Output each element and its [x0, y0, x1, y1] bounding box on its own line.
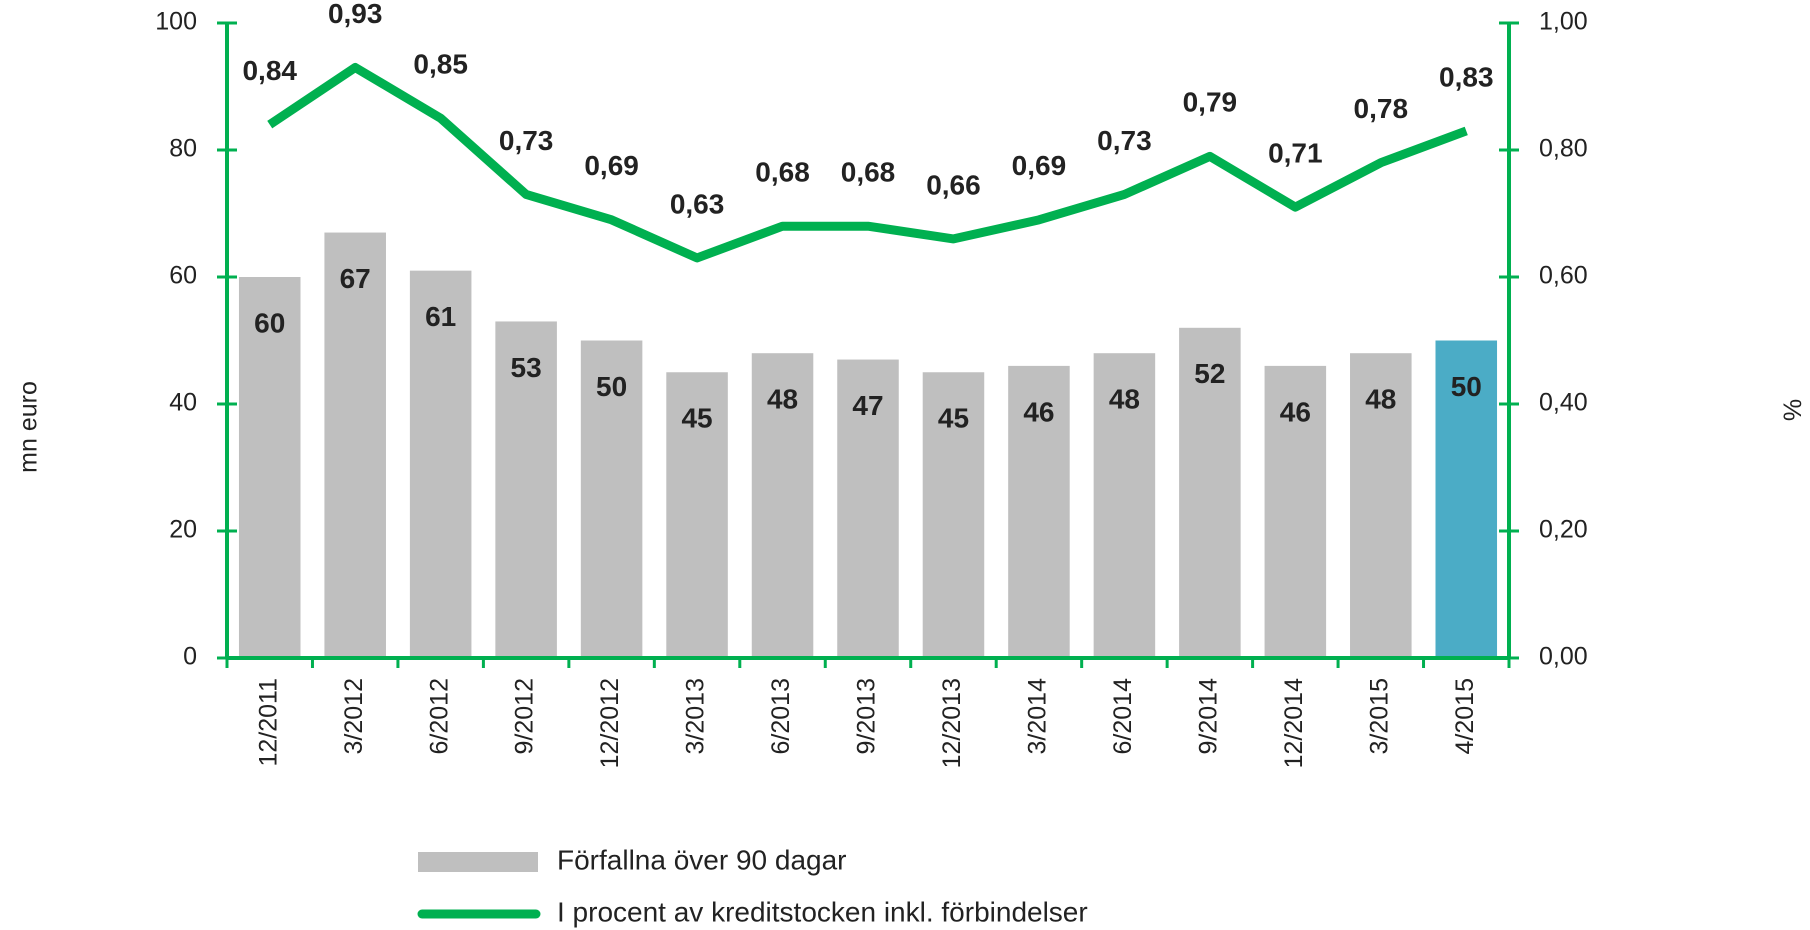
x-tick-label: 3/2014 — [1024, 678, 1052, 755]
line-value-label: 0,83 — [1439, 61, 1494, 92]
bar-value-label: 45 — [681, 403, 712, 434]
bar — [495, 321, 557, 658]
bar-value-label: 48 — [1109, 384, 1140, 415]
bar — [1179, 327, 1241, 658]
x-tick-label: 6/2012 — [425, 678, 453, 754]
bar-value-label: 46 — [1023, 396, 1054, 427]
bar-value-label: 52 — [1194, 358, 1225, 389]
bar-value-label: 45 — [938, 403, 969, 434]
y2-tick-label: 0,60 — [1539, 262, 1588, 290]
x-tick-label: 9/2014 — [1194, 678, 1222, 755]
x-tick-label: 12/2014 — [1280, 678, 1308, 768]
line-value-label: 0,73 — [1097, 125, 1152, 156]
bar-value-label: 50 — [1451, 371, 1482, 402]
bar — [922, 372, 985, 658]
x-tick-label: 12/2011 — [254, 678, 282, 767]
x-tick-label: 3/2012 — [340, 678, 368, 754]
y2-tick-label: 0,00 — [1539, 643, 1588, 671]
line-value-label: 0,68 — [755, 157, 810, 188]
legend-swatch — [418, 852, 538, 872]
y-tick-label: 60 — [169, 262, 197, 290]
bar-value-label: 60 — [254, 307, 285, 338]
bar — [666, 372, 728, 658]
bar — [409, 270, 472, 658]
x-tick-label: 3/2013 — [682, 678, 710, 754]
line-value-label: 0,69 — [584, 150, 639, 181]
x-tick-label: 3/2015 — [1365, 678, 1393, 754]
bar — [1264, 365, 1327, 658]
legend-label: Förfallna över 90 dagar — [557, 844, 847, 875]
line-value-label: 0,69 — [1012, 150, 1067, 181]
line-value-label: 0,79 — [1183, 87, 1238, 118]
y-tick-label: 80 — [169, 135, 197, 163]
line-value-label: 0,93 — [328, 0, 383, 29]
y2-axis-label: % — [1777, 399, 1805, 421]
x-tick-label: 9/2012 — [511, 678, 539, 754]
x-tick-label: 9/2013 — [853, 678, 881, 754]
bar — [1350, 353, 1412, 658]
legend-label: I procent av kreditstocken inkl. förbind… — [557, 896, 1088, 927]
line-value-label: 0,85 — [413, 49, 468, 80]
line-value-label: 0,63 — [670, 188, 725, 219]
line-value-label: 0,73 — [499, 125, 554, 156]
x-tick-label: 12/2013 — [938, 678, 966, 768]
bar — [1435, 340, 1498, 658]
line-value-label: 0,66 — [926, 169, 981, 200]
y-tick-label: 20 — [169, 516, 197, 544]
line-value-label: 0,71 — [1268, 138, 1323, 169]
y-tick-label: 100 — [155, 8, 197, 36]
bar-value-label: 67 — [340, 263, 371, 294]
bar — [1008, 365, 1070, 658]
y2-tick-label: 1,00 — [1539, 8, 1588, 36]
y-tick-label: 0 — [183, 643, 197, 671]
x-tick-label: 4/2015 — [1451, 678, 1479, 754]
bar-value-label: 46 — [1280, 396, 1311, 427]
line-value-label: 0,84 — [242, 55, 297, 86]
line-value-label: 0,68 — [841, 157, 896, 188]
bar-value-label: 47 — [852, 390, 883, 421]
bar — [837, 359, 899, 658]
bar — [751, 353, 814, 658]
y-tick-label: 40 — [169, 389, 197, 417]
x-tick-label: 12/2012 — [596, 678, 624, 768]
x-tick-label: 6/2014 — [1109, 678, 1137, 755]
bar — [1093, 353, 1156, 658]
bar-value-label: 48 — [767, 384, 798, 415]
y2-tick-label: 0,80 — [1539, 135, 1588, 163]
x-tick-label: 6/2013 — [767, 678, 795, 754]
line-value-label: 0,78 — [1354, 93, 1409, 124]
y2-tick-label: 0,20 — [1539, 516, 1588, 544]
bar — [324, 232, 386, 659]
line — [267, 62, 1468, 263]
y-axis-label: mn euro — [15, 381, 43, 473]
bar — [580, 340, 643, 658]
y2-tick-label: 0,40 — [1539, 389, 1588, 417]
bar — [238, 277, 301, 658]
bar-value-label: 48 — [1365, 384, 1396, 415]
bar-value-label: 53 — [511, 352, 542, 383]
bar-value-label: 61 — [425, 301, 456, 332]
bar-value-label: 50 — [596, 371, 627, 402]
